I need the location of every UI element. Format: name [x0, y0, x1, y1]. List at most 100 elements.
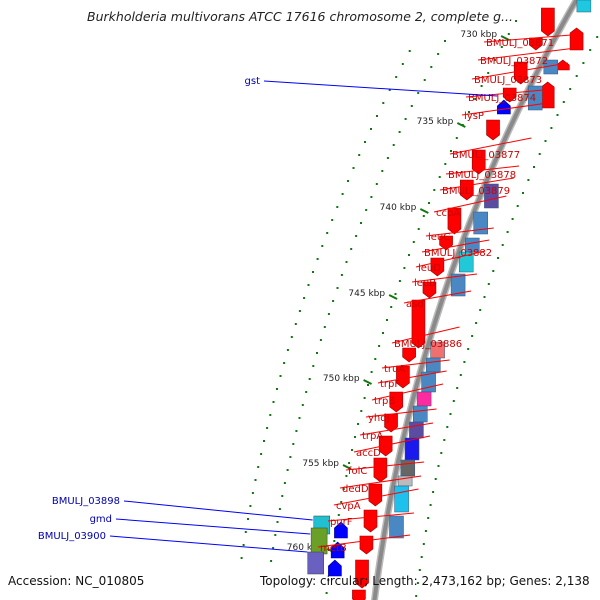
tick-ring-dot	[333, 540, 336, 542]
tick-ring-dot	[272, 401, 275, 403]
tick-ring-dot	[382, 102, 385, 104]
tick-ring-dot	[468, 111, 470, 113]
forward-gene-label: BMULJ_03871	[486, 38, 554, 49]
forward-gene-label: cvpA	[336, 501, 361, 512]
forward-gene-label: trpF	[380, 379, 400, 390]
tick-ring-dot	[316, 258, 319, 260]
feature-block	[484, 183, 499, 209]
feature-block	[450, 273, 466, 297]
forward-leader-line	[465, 88, 555, 98]
tick-ring-dot	[422, 543, 425, 545]
forward-gene-label: purF	[330, 517, 353, 528]
tick-ring-dot	[444, 163, 447, 165]
tick-ring-dot	[487, 283, 490, 285]
tick-ring-dot	[326, 232, 329, 234]
tick-ring-dot	[263, 440, 265, 442]
tick-ring-dot	[467, 348, 470, 350]
forward-gene-arrow	[569, 27, 584, 51]
tick-ring-dot	[374, 358, 377, 360]
tick-ring-dot	[416, 582, 419, 584]
tick-ring-dot	[410, 105, 413, 107]
tick-ring-dot	[363, 397, 366, 399]
tick-ring-dot	[355, 235, 358, 237]
tick-ring-dot	[544, 140, 547, 142]
tick-ring-dot	[276, 521, 279, 523]
tick-ring-dot	[286, 349, 289, 351]
scale-tick	[388, 294, 398, 300]
tick-ring-dot	[321, 245, 324, 247]
reverse-leader-line	[263, 80, 498, 97]
tick-ring-dot	[305, 391, 308, 393]
tick-ring-dot	[340, 501, 343, 503]
reverse-leader-line	[109, 535, 308, 553]
tick-ring-dot	[370, 196, 373, 198]
tick-ring-dot	[433, 189, 436, 191]
forward-leader-line	[365, 408, 437, 418]
forward-leader-line	[477, 47, 576, 61]
feature-block	[409, 421, 424, 439]
tick-ring-dot	[270, 560, 273, 562]
tick-ring-dot	[257, 466, 260, 468]
tick-ring-dot	[269, 414, 272, 416]
tick-ring-dot	[272, 547, 275, 549]
tick-ring-dot	[244, 531, 247, 533]
forward-gene-arrow	[541, 7, 555, 37]
tick-ring-dot	[274, 534, 277, 536]
feature-block	[458, 251, 474, 273]
forward-gene-arrow	[513, 61, 528, 85]
tick-ring-dot	[364, 141, 366, 143]
feature-block	[389, 515, 404, 539]
tick-ring-dot	[438, 176, 441, 178]
forward-gene-arrow	[402, 347, 416, 363]
forward-gene-arrow	[502, 87, 517, 103]
tick-ring-dot	[367, 384, 369, 386]
tick-ring-dot	[276, 388, 278, 390]
tick-ring-dot	[332, 300, 335, 302]
tick-ring-dot	[251, 492, 254, 494]
tick-ring-dot	[340, 274, 343, 276]
tick-ring-dot	[516, 205, 519, 207]
scale-label: 735 kbp	[417, 117, 454, 127]
tick-ring-dot	[479, 309, 482, 311]
forward-gene-label: dedD	[342, 484, 369, 495]
tick-ring-dot	[360, 410, 363, 412]
forward-gene-arrow	[471, 149, 486, 175]
forward-gene-label: BMULJ_03872	[480, 56, 548, 67]
tick-ring-dot	[345, 475, 348, 477]
reverse-gene-label: gmd	[90, 514, 112, 525]
forward-leader-line	[339, 475, 422, 489]
tick-ring-dot	[307, 284, 310, 286]
tick-ring-dot	[446, 426, 449, 428]
tick-ring-dot	[260, 453, 263, 455]
forward-leader-line	[425, 227, 494, 237]
forward-gene-arrow	[359, 535, 374, 555]
tick-ring-dot	[420, 556, 423, 558]
tick-ring-dot	[388, 89, 391, 91]
tick-ring-dot	[471, 335, 474, 337]
tick-ring-dot	[395, 76, 398, 78]
tick-ring-dot	[582, 62, 585, 64]
forward-gene-arrow	[355, 559, 369, 589]
tick-ring-dot	[341, 193, 344, 195]
feature-block	[394, 485, 409, 513]
reverse-gene-arrow	[497, 99, 511, 115]
forward-leader-line	[359, 422, 434, 436]
forward-gene-label: trpB	[374, 396, 395, 407]
reverse-leader-line	[123, 500, 313, 521]
accession-text: Accession: NC_010805	[8, 574, 145, 588]
forward-gene-arrow	[373, 457, 388, 483]
reverse-gene-label: gst	[245, 76, 261, 87]
tick-ring-dot	[352, 167, 355, 169]
tick-ring-dot	[515, 20, 517, 22]
scale-tick	[419, 208, 429, 214]
tick-ring-dot	[283, 482, 286, 484]
forward-gene-label: BMULJ_03877	[452, 150, 520, 161]
topology-text: Topology: circular; Length: 2,473,162 bp…	[260, 574, 590, 588]
scale-tick	[342, 464, 352, 470]
tick-ring-dot	[463, 361, 466, 363]
forward-leader-line	[333, 488, 419, 506]
tick-ring-dot	[358, 154, 361, 156]
forward-leader-line	[353, 435, 431, 453]
tick-ring-dot	[487, 72, 490, 74]
